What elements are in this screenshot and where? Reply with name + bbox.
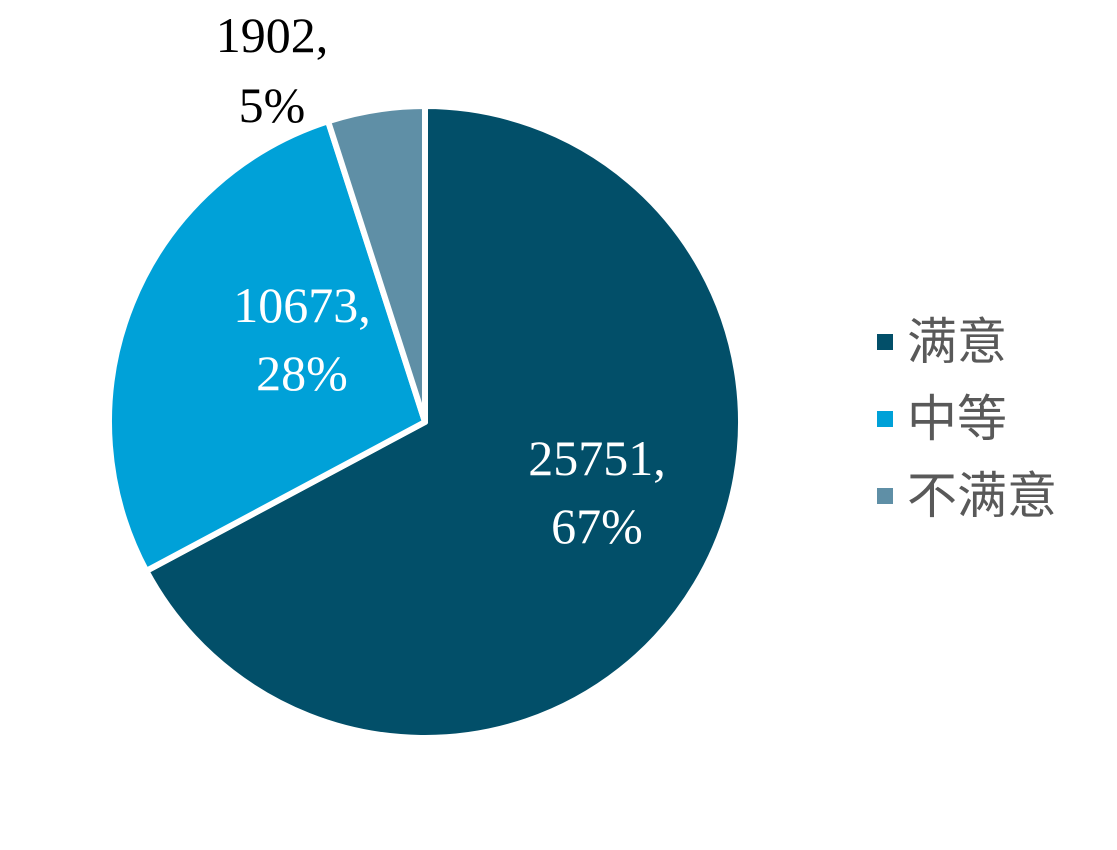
pie-slices [106, 103, 744, 741]
legend-label-2: 中等 [907, 391, 1007, 447]
legend-label-1: 满意 [907, 314, 1007, 370]
legend-swatch-3 [877, 488, 893, 504]
data-label-value-2: 10673, [233, 277, 371, 333]
legend-label-3: 不满意 [907, 468, 1057, 524]
legend-swatch-1 [877, 334, 893, 350]
data-label-percent-3: 5% [239, 77, 306, 133]
pie-slice-2 [106, 118, 428, 574]
legend-swatch-2 [877, 411, 893, 427]
pie-slice-1 [143, 103, 744, 741]
data-label-value-3: 1902, [216, 7, 329, 63]
data-label-percent-1: 67% [551, 498, 643, 554]
data-label-value-1: 25751, [528, 430, 666, 486]
data-label-percent-2: 28% [256, 345, 348, 401]
pie-slice-3 [325, 103, 428, 425]
data-labels: 25751, 67% 10673, 28% 1902, 5% [216, 7, 666, 554]
